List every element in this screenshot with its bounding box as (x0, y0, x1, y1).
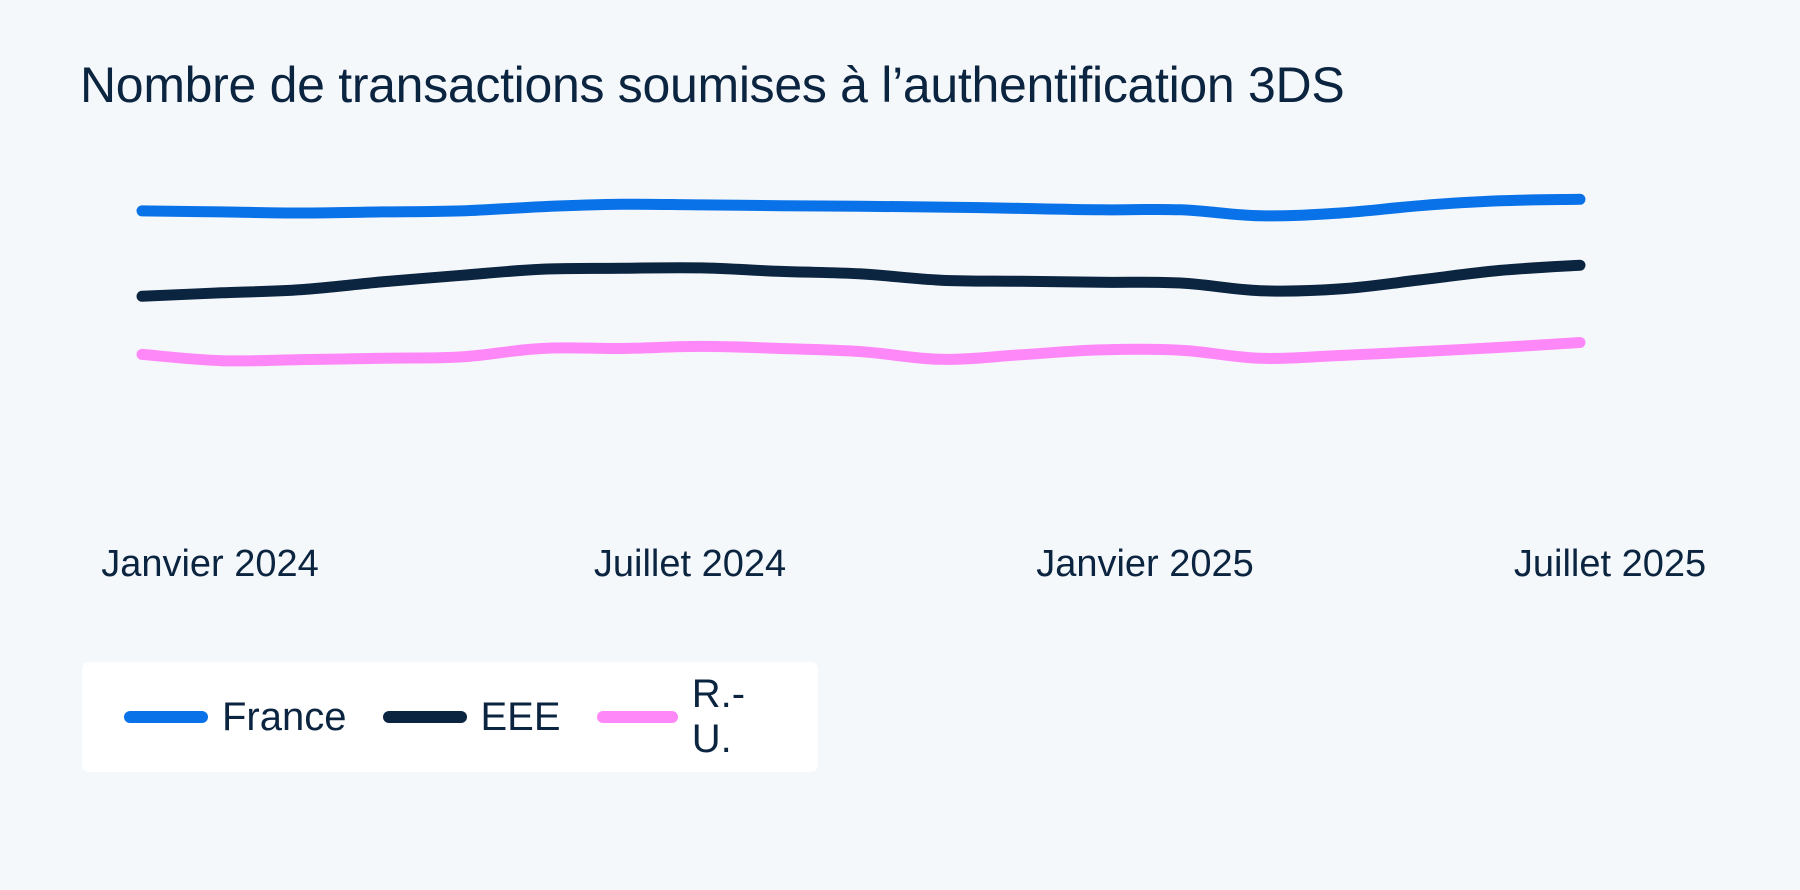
legend-label-ru: R.-U. (691, 672, 746, 761)
legend: France EEE R.-U. (82, 662, 818, 772)
legend-swatch-ru (596, 711, 678, 723)
legend-swatch-france (124, 711, 208, 723)
x-tick-label: Janvier 2025 (1036, 543, 1254, 585)
legend-label-france: France (222, 694, 347, 739)
series-line-france (136, 193, 1586, 222)
x-tick-label: Juillet 2025 (1514, 543, 1706, 585)
legend-item-ru: R.-U. (596, 672, 782, 762)
x-tick-label: Janvier 2024 (101, 543, 319, 585)
legend-item-france: France (124, 695, 347, 740)
series-group (136, 193, 1586, 367)
x-tick-label: Juillet 2024 (594, 543, 786, 585)
series-line-eee (136, 259, 1586, 302)
legend-label-eee: EEE (480, 694, 561, 739)
legend-item-eee: EEE (382, 694, 561, 740)
chart-title: Nombre de transactions soumises à l’auth… (80, 57, 1345, 113)
series-line-r-u (136, 337, 1586, 367)
x-axis-ticks: Janvier 2024 Juillet 2024 Janvier 2025 Juil… (101, 543, 1706, 585)
legend-swatch-eee (382, 711, 467, 723)
